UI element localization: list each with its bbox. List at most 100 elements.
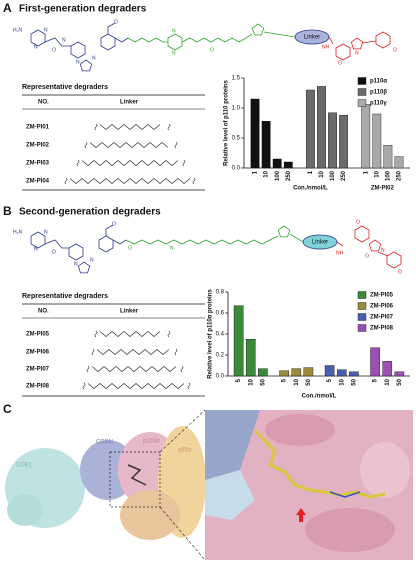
bar — [336, 369, 347, 377]
table-title: Representative degraders — [22, 84, 108, 91]
atom-label: N — [92, 55, 96, 61]
protein-surface: DDB1 CRBN p110α p85α — [5, 409, 206, 561]
table-cell: ZM-PI05 — [26, 332, 50, 338]
atom-label: O — [52, 249, 56, 255]
y-tick-label: 0.0 — [232, 166, 241, 172]
x-tick-label: 250 — [286, 170, 292, 181]
structure: H₂N N N O N N O O N O O N O Linker NH — [13, 219, 402, 275]
wavy-end — [174, 141, 178, 149]
legend-label: ZM-PI05 — [370, 293, 394, 299]
wavy-end — [180, 365, 184, 373]
table-cell: ZM-PI06 — [26, 350, 50, 356]
table-header: NO. — [38, 309, 49, 315]
legend-swatch — [357, 77, 367, 85]
atom-label: O — [356, 219, 360, 225]
atom-label: N — [355, 50, 359, 56]
legend-label: p110γ — [370, 101, 387, 107]
x-tick-label: 10 — [294, 378, 300, 385]
protein-label: DDB1 — [16, 463, 33, 469]
bar — [291, 368, 302, 377]
atom-label: N — [62, 37, 66, 43]
linker-chain — [99, 331, 161, 337]
table-cell: ZM-PI03 — [26, 161, 50, 167]
x-tick-label: 5 — [236, 378, 242, 382]
wavy-end — [86, 365, 90, 373]
y-tick-label: 0.2 — [216, 353, 225, 359]
atom-label: N — [44, 229, 48, 235]
linker-chain — [96, 349, 170, 355]
wavy-end — [174, 348, 178, 356]
wavy-end — [94, 330, 98, 338]
legend-swatch — [357, 313, 367, 321]
atom-label: O — [114, 19, 118, 25]
legend-label: ZM-PI07 — [370, 315, 394, 321]
legend-swatch — [357, 99, 367, 107]
bar — [317, 86, 326, 169]
x-tick-label: 5 — [373, 378, 379, 382]
table: Representative degraders NO. Linker ZM-P… — [22, 84, 205, 191]
protein-label: CRBN — [96, 440, 113, 446]
x-tick-label: 100 — [385, 170, 391, 181]
x-tick-label: 50 — [397, 378, 403, 385]
bar — [303, 367, 314, 377]
bar — [382, 361, 393, 377]
structure: H₂N N N O N N N O N N O O N O Linker NH — [13, 19, 397, 72]
annotation: ZM-PI02 — [371, 186, 395, 192]
wavy-end — [82, 382, 86, 390]
protein-label: p110α — [143, 439, 160, 445]
table-cell: ZM-PI04 — [26, 179, 50, 185]
x-tick-label: 5 — [282, 378, 288, 382]
table-cell: ZM-PI08 — [26, 384, 50, 390]
wavy-end — [187, 382, 191, 390]
x-tick-label: 50 — [306, 378, 312, 385]
atom-label: O — [112, 221, 116, 227]
wavy-end — [167, 330, 171, 338]
atom-label: O — [398, 269, 402, 275]
bar — [328, 112, 337, 169]
atom-label: O — [210, 47, 214, 53]
x-tick-label: 10 — [264, 170, 270, 177]
y-tick-label: 1.5 — [232, 76, 241, 82]
bar — [372, 113, 382, 169]
wavy-end — [76, 159, 80, 167]
bar — [305, 89, 315, 169]
linker-chain — [81, 160, 179, 166]
table-cell: ZM-PI02 — [26, 143, 50, 149]
atom-label: NH — [336, 250, 344, 256]
x-tick-label: 100 — [330, 170, 336, 181]
y-axis-label: Relative level of p110 proteins — [224, 79, 230, 165]
atom-label: NH — [322, 44, 330, 50]
atom-label: O — [52, 47, 56, 53]
bar — [245, 339, 256, 377]
linker-label: Linker — [312, 240, 328, 246]
y-tick-label: 1.0 — [232, 106, 241, 112]
x-tick-label: 10 — [339, 378, 345, 385]
legend-label: ZM-PI08 — [370, 326, 394, 332]
wavy-end — [91, 348, 95, 356]
inset — [205, 410, 413, 560]
x-tick-label: 100 — [275, 170, 281, 181]
bar — [283, 161, 293, 169]
x-axis-label: Con./nmol/L — [293, 186, 328, 192]
linker-chain — [99, 124, 161, 130]
atom-label: N — [76, 59, 80, 65]
legend-swatch — [357, 324, 367, 332]
bar — [339, 114, 349, 169]
table-header: Linker — [120, 100, 139, 106]
bar — [258, 368, 268, 377]
legend-swatch — [357, 291, 367, 299]
panel-label: C — [3, 402, 12, 416]
bar — [233, 305, 244, 377]
x-tick-label: 10 — [319, 170, 325, 177]
atom-label: O — [128, 245, 132, 251]
x-tick-label: 50 — [260, 378, 266, 385]
bar — [361, 104, 371, 169]
atom-label: H₂N — [13, 229, 23, 235]
x-tick-label: 10 — [248, 378, 254, 385]
wavy-end — [84, 141, 88, 149]
wavy-end — [192, 177, 196, 185]
bar — [394, 371, 405, 377]
linker-chain — [91, 366, 177, 372]
bar — [370, 347, 380, 377]
atom-label: O — [338, 60, 342, 66]
